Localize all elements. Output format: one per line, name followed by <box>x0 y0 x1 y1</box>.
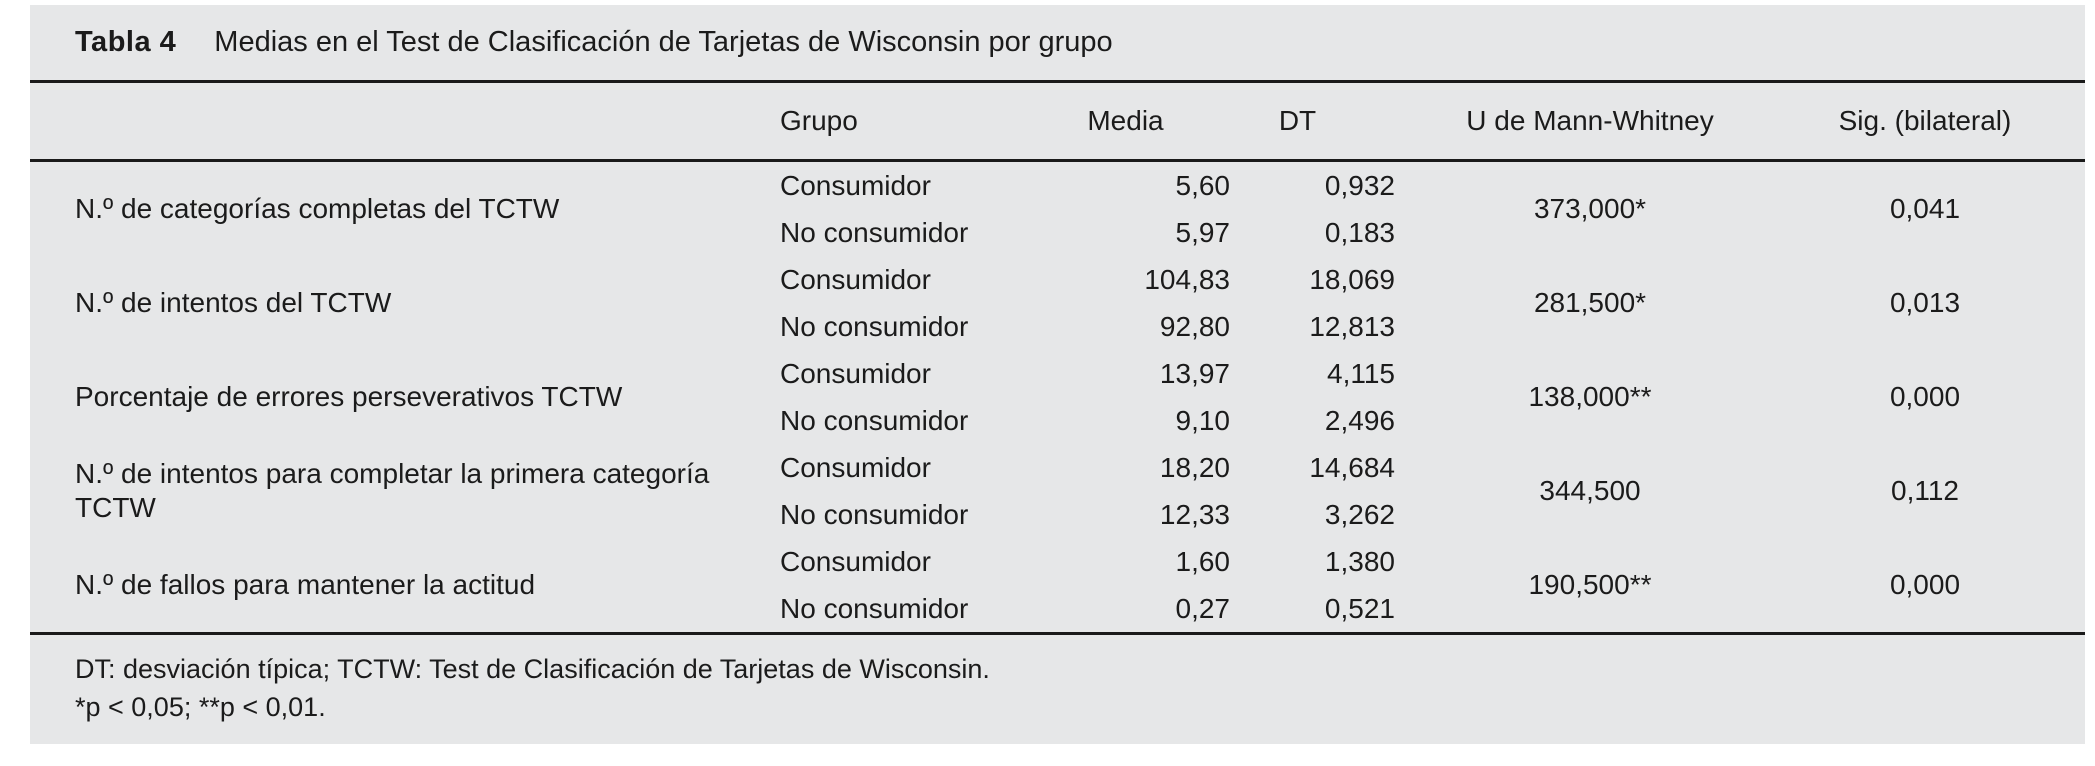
group-name: No consumidor <box>780 310 969 342</box>
group-name: Consumidor <box>780 263 931 295</box>
group-name: Consumidor <box>780 357 931 389</box>
table-row: No consumidor 5,97 0,183 <box>30 209 2085 256</box>
sig-value: 0,000 <box>1889 381 1961 412</box>
row-label-text: N.º de fallos para mantener la actitud <box>75 568 536 600</box>
media-value: 9,10 <box>1175 404 1231 436</box>
column-header-media: Media <box>1035 83 1230 162</box>
media-value: 12,33 <box>1159 498 1230 530</box>
table-panel: Tabla 4 Medias en el Test de Clasificaci… <box>30 5 2085 744</box>
dt-value: 1,380 <box>1324 545 1395 577</box>
media-value: 92,80 <box>1159 310 1230 342</box>
dt-value: 14,684 <box>1309 451 1395 483</box>
table-row: No consumidor 92,80 12,813 <box>30 303 2085 350</box>
media-value: 5,97 <box>1175 216 1231 248</box>
dt-value: 2,496 <box>1324 404 1395 436</box>
u-value: 344,500 <box>1539 475 1641 506</box>
table-row: No consumidor 9,10 2,496 <box>30 397 2085 444</box>
table-title: Medias en el Test de Clasificación de Ta… <box>214 26 1113 58</box>
group-name: No consumidor <box>780 592 969 624</box>
media-value: 1,60 <box>1175 545 1231 577</box>
table-row: N.º de intentos del TCTW Consumidor 104,… <box>30 256 2085 319</box>
dt-value: 0,932 <box>1324 169 1395 201</box>
table-row: N.º de intentos para completar la primer… <box>30 444 2085 524</box>
table-row: N.º de categorías completas del TCTW Con… <box>30 161 2085 225</box>
row-label: Porcentaje de errores perseverativos TCT… <box>30 350 780 444</box>
media-value: 5,60 <box>1175 169 1231 201</box>
column-header-sig: Sig. (bilateral) <box>1785 83 2085 162</box>
media-value: 104,83 <box>1144 263 1230 295</box>
dt-value: 0,521 <box>1324 592 1395 624</box>
footnote-significance: *p < 0,05; **p < 0,01. <box>75 691 326 722</box>
group-name: No consumidor <box>780 498 969 530</box>
row-label-text: N.º de intentos del TCTW <box>75 286 392 318</box>
row-label: N.º de intentos para completar la primer… <box>30 444 780 538</box>
row-label-text: N.º de intentos para completar la primer… <box>75 457 710 523</box>
table-number: Tabla 4 <box>75 26 177 58</box>
results-table: Grupo Media DT U de Mann-Whitney Sig. (b… <box>30 83 2085 635</box>
media-value: 18,20 <box>1159 451 1230 483</box>
table-row: N.º de fallos para mantener la actitud C… <box>30 538 2085 601</box>
media-value: 13,97 <box>1159 357 1230 389</box>
row-label: N.º de categorías completas del TCTW <box>30 161 780 257</box>
sig-value: 0,013 <box>1889 287 1961 318</box>
row-label: N.º de fallos para mantener la actitud <box>30 538 780 634</box>
table-row: Porcentaje de errores perseverativos TCT… <box>30 350 2085 413</box>
row-label: N.º de intentos del TCTW <box>30 256 780 350</box>
sig-value: 0,000 <box>1889 569 1961 600</box>
table-row: No consumidor 12,33 3,262 <box>30 491 2085 538</box>
sig-value: 0,041 <box>1889 193 1961 224</box>
dt-value: 4,115 <box>1327 357 1395 389</box>
u-value: 281,500* <box>1533 287 1647 318</box>
column-header-grupo: Grupo <box>780 83 1035 162</box>
footnote-abbreviations: DT: desviación típica; TCTW: Test de Cla… <box>75 654 990 684</box>
footnotes: DT: desviación típica; TCTW: Test de Cla… <box>30 635 2085 727</box>
dt-value: 0,183 <box>1324 216 1395 248</box>
u-value: 190,500** <box>1528 569 1652 600</box>
u-value: 373,000* <box>1533 193 1647 224</box>
group-name: Consumidor <box>780 169 931 201</box>
group-name: No consumidor <box>780 404 969 436</box>
dt-value: 12,813 <box>1309 310 1395 342</box>
column-header-dt: DT <box>1230 83 1395 162</box>
column-header-u: U de Mann-Whitney <box>1395 83 1785 162</box>
header-row: Grupo Media DT U de Mann-Whitney Sig. (b… <box>30 83 2085 162</box>
row-label-text: N.º de categorías completas del TCTW <box>75 192 560 224</box>
table-row: No consumidor 0,27 0,521 <box>30 585 2085 634</box>
sig-value: 0,112 <box>1891 475 1959 506</box>
column-header-measure <box>30 83 780 162</box>
u-value: 138,000** <box>1528 381 1652 412</box>
dt-value: 3,262 <box>1324 498 1395 530</box>
dt-value: 18,069 <box>1309 263 1395 295</box>
group-name: Consumidor <box>780 545 931 577</box>
row-label-text: Porcentaje de errores perseverativos TCT… <box>75 380 623 412</box>
media-value: 0,27 <box>1175 592 1231 624</box>
group-name: No consumidor <box>780 216 969 248</box>
table-caption: Tabla 4 Medias en el Test de Clasificaci… <box>30 5 2085 83</box>
group-name: Consumidor <box>780 451 931 483</box>
